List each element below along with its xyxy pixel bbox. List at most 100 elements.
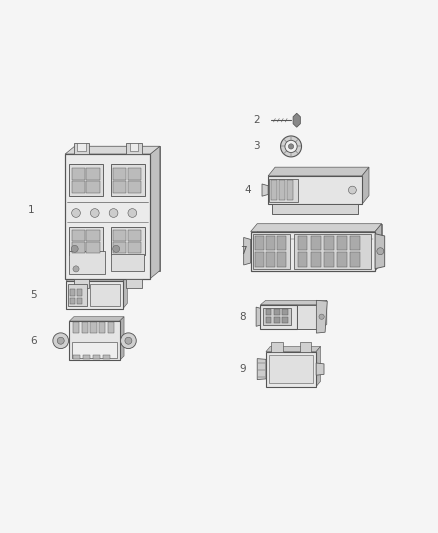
Bar (283, 309, 288, 315)
Bar (113, 243, 127, 253)
Bar (81, 322, 88, 333)
Bar (70, 227, 103, 255)
Bar (350, 236, 360, 250)
Bar (311, 236, 321, 250)
Bar (74, 143, 89, 154)
Bar (337, 236, 347, 250)
Bar (257, 224, 381, 263)
Circle shape (281, 136, 301, 157)
Polygon shape (66, 276, 127, 281)
Bar (90, 284, 120, 306)
Bar (126, 279, 141, 288)
Polygon shape (316, 363, 324, 375)
Bar (251, 231, 375, 271)
Bar (86, 243, 99, 253)
Bar (72, 181, 85, 193)
Bar (72, 167, 85, 180)
Bar (287, 180, 293, 200)
Circle shape (349, 186, 357, 194)
Polygon shape (70, 317, 124, 321)
Circle shape (53, 333, 69, 349)
Text: 5: 5 (30, 290, 37, 300)
Bar (78, 143, 85, 151)
Bar (66, 281, 123, 309)
Bar (126, 143, 141, 154)
Bar (266, 309, 272, 315)
Bar (255, 252, 264, 266)
Bar (113, 167, 127, 180)
Bar (255, 236, 264, 250)
Bar (86, 230, 99, 241)
Polygon shape (150, 146, 160, 279)
Polygon shape (268, 167, 369, 176)
Bar (90, 322, 96, 333)
Text: 1: 1 (28, 205, 35, 215)
Bar (350, 252, 360, 266)
Circle shape (73, 266, 79, 272)
Bar (261, 305, 297, 329)
Circle shape (71, 245, 78, 252)
Bar (337, 252, 347, 266)
Bar (86, 181, 99, 193)
Circle shape (90, 208, 99, 217)
Circle shape (125, 337, 132, 344)
Polygon shape (123, 276, 127, 309)
Bar (277, 236, 286, 250)
Bar (128, 243, 141, 253)
Bar (111, 164, 145, 196)
Circle shape (285, 140, 297, 152)
Bar (128, 230, 141, 241)
Bar (77, 289, 82, 295)
Polygon shape (271, 342, 283, 352)
Text: 4: 4 (244, 185, 251, 195)
Bar (294, 234, 371, 269)
Bar (298, 236, 307, 250)
Bar (130, 143, 138, 151)
Polygon shape (316, 300, 327, 333)
Text: 9: 9 (240, 364, 246, 374)
Bar (74, 279, 89, 288)
Bar (99, 322, 105, 333)
Bar (298, 252, 307, 266)
Bar (271, 180, 277, 200)
Bar (73, 322, 79, 333)
Bar (86, 167, 99, 180)
Bar (111, 254, 144, 271)
Polygon shape (266, 346, 321, 352)
Bar (266, 317, 272, 323)
Polygon shape (262, 184, 268, 196)
Polygon shape (300, 342, 311, 352)
Circle shape (120, 333, 136, 349)
Polygon shape (244, 238, 251, 265)
Bar (113, 230, 127, 241)
Bar (266, 352, 316, 386)
Bar (128, 167, 141, 180)
Bar (274, 309, 280, 315)
Bar (72, 230, 85, 241)
Bar (128, 181, 141, 193)
Bar (272, 204, 357, 214)
Bar (70, 321, 120, 360)
Bar (93, 355, 100, 359)
Bar (266, 252, 275, 266)
Text: 6: 6 (30, 336, 37, 346)
Bar (274, 317, 280, 323)
Polygon shape (256, 307, 261, 326)
Polygon shape (261, 300, 327, 305)
Circle shape (319, 314, 324, 319)
Bar (68, 284, 87, 306)
Bar (277, 252, 286, 266)
Polygon shape (316, 346, 321, 386)
Text: 8: 8 (240, 312, 246, 322)
Bar (72, 342, 117, 358)
Bar (324, 252, 334, 266)
Bar (72, 243, 85, 253)
Polygon shape (375, 234, 385, 269)
Bar (75, 146, 160, 271)
Bar (111, 227, 145, 255)
Circle shape (128, 208, 137, 217)
Bar (108, 322, 114, 333)
Bar (269, 355, 313, 383)
Text: 2: 2 (253, 115, 259, 125)
Bar (73, 355, 80, 359)
